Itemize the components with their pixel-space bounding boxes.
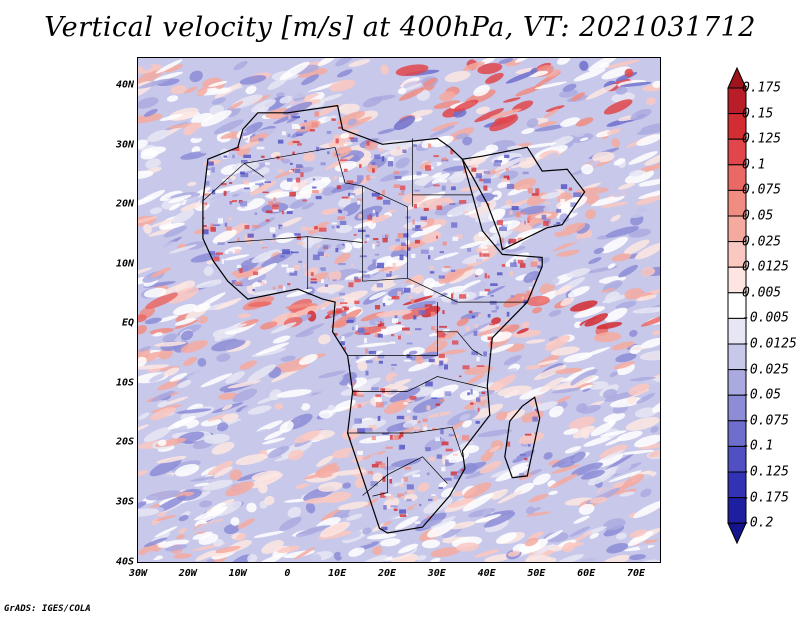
lat-tick-label: 20S — [115, 436, 134, 448]
map-plot-area — [137, 57, 661, 563]
velocity-field-texture — [138, 58, 660, 562]
lon-tick-label: 60E — [577, 568, 596, 579]
lat-tick-label: 30N — [115, 139, 134, 151]
colorbar-label: -0.1 — [742, 438, 774, 454]
arabia-coastline — [461, 146, 586, 251]
colorbar-label: 0.05 — [742, 208, 774, 224]
lat-tick-label: 30S — [115, 496, 134, 508]
colorbar-label: -0.125 — [742, 464, 789, 480]
lon-tick-label: 10E — [328, 568, 347, 579]
colorbar-label: -0.2 — [742, 515, 774, 531]
lon-tick-label: 70E — [626, 568, 646, 579]
lat-tick-label: 20N — [115, 198, 134, 210]
lon-tick-label: 20W — [178, 568, 197, 579]
lon-tick-label: 30E — [427, 568, 446, 579]
colorbar-label: -0.05 — [742, 387, 782, 403]
colorbar-scale — [727, 66, 747, 545]
lat-tick-label: 40N — [115, 79, 134, 91]
colorbar-label: -0.005 — [742, 310, 789, 326]
colorbar-label: 0.175 — [742, 80, 782, 96]
colorbar-label: 0.025 — [742, 234, 782, 250]
lon-tick-label: 50E — [527, 568, 546, 579]
colorbar-label: -0.0125 — [742, 336, 797, 352]
lat-tick-label: 40S — [115, 556, 134, 568]
colorbar-label: 0.125 — [742, 131, 782, 147]
colorbar-label: 0.005 — [742, 285, 782, 301]
colorbar-label: 0.075 — [742, 182, 782, 198]
lon-tick-label: 10W — [228, 568, 247, 579]
map-title: Vertical velocity [m/s] at 400hPa, VT: 2… — [44, 12, 756, 43]
lat-tick-label: EQ — [121, 317, 134, 329]
lon-tick-label: 0 — [284, 568, 291, 579]
lat-tick-label: 10S — [115, 377, 134, 389]
colorbar-label: 0.15 — [742, 106, 774, 122]
lon-tick-label: 40E — [477, 568, 496, 579]
country-borders — [202, 138, 528, 497]
colorbar-label: -0.175 — [742, 490, 789, 506]
colorbar-label: 0.1 — [742, 157, 766, 173]
velocity-field-map — [138, 58, 660, 562]
footer-credit: GrADS: IGES/COLA — [4, 604, 91, 614]
lon-tick-label: 20E — [377, 568, 397, 579]
colorbar-label: 0.0125 — [742, 259, 789, 275]
madagascar-coastline — [504, 396, 541, 479]
colorbar-bottom-arrow — [727, 522, 747, 545]
lat-tick-label: 10N — [115, 258, 134, 270]
africa-coastline — [202, 104, 543, 534]
lon-tick-label: 30W — [128, 568, 148, 579]
colorbar-label: -0.025 — [742, 362, 789, 378]
colorbar-label: -0.075 — [742, 413, 789, 429]
